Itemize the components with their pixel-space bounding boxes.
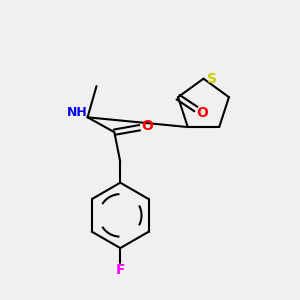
Text: NH: NH xyxy=(67,106,88,119)
Text: O: O xyxy=(141,119,153,133)
Text: S: S xyxy=(207,72,217,86)
Text: F: F xyxy=(116,263,125,278)
Text: O: O xyxy=(196,106,208,120)
